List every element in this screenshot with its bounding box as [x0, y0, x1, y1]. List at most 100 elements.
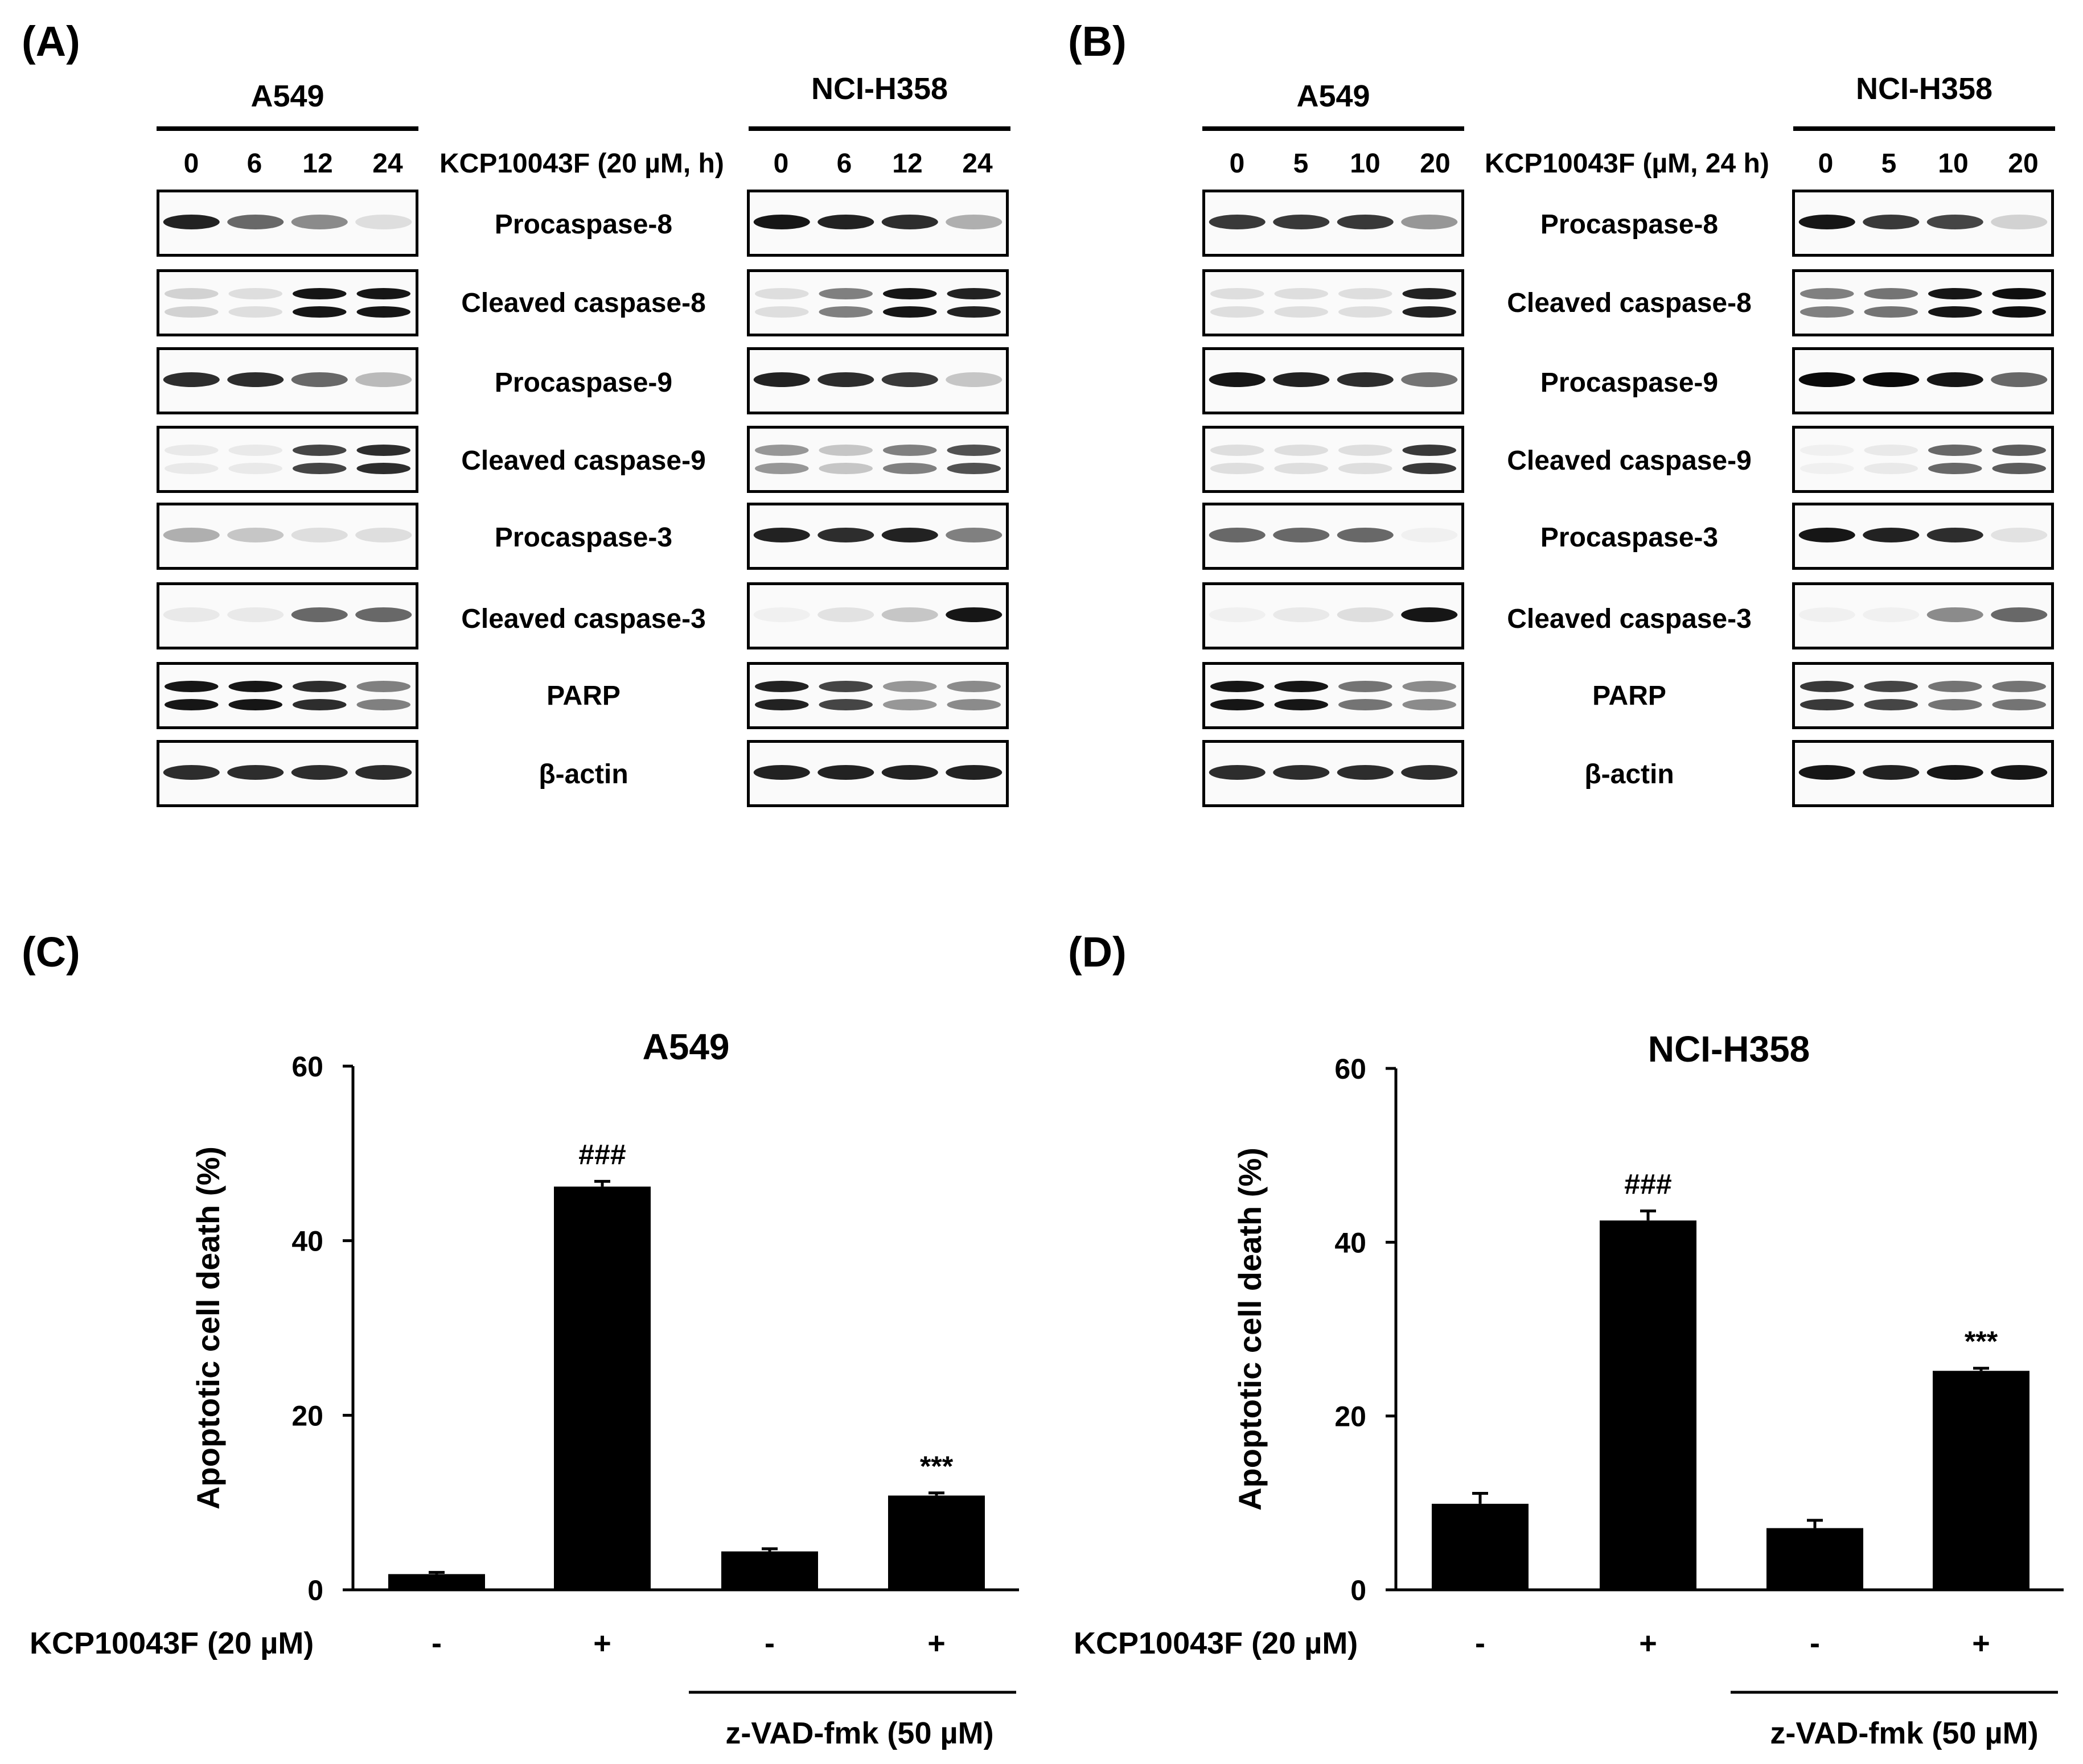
blot-band [1992, 306, 2046, 318]
dose-label: 10 [1350, 149, 1381, 179]
blot-band [1992, 463, 2046, 474]
blot-band [291, 215, 348, 229]
cell-line-a549-a: A549 [250, 79, 324, 113]
blot-band [1401, 528, 1458, 542]
blot-band [291, 607, 348, 622]
blot-a-right-row [747, 190, 1009, 257]
blot-band [163, 607, 220, 622]
blot-band [1273, 765, 1330, 780]
bar [388, 1574, 485, 1590]
dose-label: 5 [1881, 149, 1897, 179]
blot-b-right-row [1792, 582, 2054, 649]
chart-title: NCI-H358 [1648, 1029, 1810, 1070]
panel-label-a: (A) [22, 18, 80, 65]
blot-band [1798, 607, 1855, 622]
blot-band [1338, 445, 1392, 456]
blot-a-left-row [157, 347, 418, 414]
blot-band [293, 306, 347, 318]
protein-label: Procaspase-8 [494, 209, 673, 240]
blot-band [883, 699, 937, 710]
blot-band [819, 306, 873, 318]
blot-band [1274, 288, 1328, 299]
blot-band [946, 528, 1003, 542]
blot-a-left-row [157, 426, 418, 493]
blot-band [817, 215, 874, 229]
protein-label: Procaspase-3 [1540, 523, 1719, 553]
blot-band [1210, 306, 1264, 318]
blot-band [946, 372, 1003, 387]
blot-band [356, 681, 410, 692]
timepoint-label: 0 [183, 149, 199, 179]
blot-band [163, 372, 220, 387]
blot-b-right-row [1792, 740, 2054, 807]
blot-b-left-row [1202, 740, 1464, 807]
protein-label: PARP [1592, 681, 1666, 711]
blot-band [1210, 699, 1264, 710]
blot-band [228, 699, 282, 710]
protein-label: Procaspase-8 [1540, 209, 1719, 240]
blot-band [755, 463, 809, 474]
blot-band [165, 288, 219, 299]
treatment-sign: - [432, 1626, 442, 1660]
kcp-row-label: KCP10043F (20 µM) [1074, 1626, 1358, 1660]
protein-label: Cleaved caspase-9 [461, 446, 706, 476]
treatment-sign: + [1639, 1626, 1657, 1660]
blot-band [881, 765, 938, 780]
blot-band [946, 215, 1003, 229]
divider-line [749, 126, 1010, 131]
blot-band [1991, 215, 2048, 229]
blot-band [1863, 607, 1920, 622]
blot-band [165, 445, 219, 456]
blot-band [163, 528, 220, 542]
timepoint-label: 6 [836, 149, 852, 179]
blot-band [291, 372, 348, 387]
blot-band [1798, 528, 1855, 542]
blot-band [1864, 681, 1918, 692]
blot-band [356, 699, 410, 710]
protein-label: Cleaved caspase-3 [461, 604, 706, 634]
blot-band [1992, 445, 2046, 456]
treatment-sign: - [1810, 1626, 1820, 1660]
blot-band [227, 765, 284, 780]
blot-a-left-row [157, 190, 418, 257]
blot-band [293, 699, 347, 710]
blot-band [1864, 306, 1918, 318]
y-axis-label: Apoptotic cell death (%) [190, 1146, 226, 1510]
blot-b-right-row [1792, 269, 2054, 336]
blot-band [1209, 607, 1266, 622]
blot-a-right-row [747, 740, 1009, 807]
significance-label: *** [1965, 1326, 1998, 1358]
bar [1933, 1371, 2029, 1590]
blot-band [881, 372, 938, 387]
blot-band [817, 372, 874, 387]
blot-band [947, 306, 1001, 318]
blot-a-left-row [157, 582, 418, 649]
blot-band [1863, 528, 1920, 542]
blot-band [1401, 372, 1458, 387]
blot-band [1928, 288, 1982, 299]
blot-band [1338, 681, 1392, 692]
bar [888, 1495, 985, 1590]
blot-band [1800, 681, 1854, 692]
blot-band [947, 445, 1001, 456]
blot-band [1864, 699, 1918, 710]
y-tick-label: 20 [291, 1400, 323, 1432]
blot-band [1402, 306, 1456, 318]
blot-b-left-row [1202, 269, 1464, 336]
blot-band [753, 607, 810, 622]
blot-band [1209, 372, 1266, 387]
blot-band [355, 528, 412, 542]
treatment-sign: + [927, 1626, 946, 1660]
blot-band [1991, 528, 2048, 542]
blot-band [163, 765, 220, 780]
dose-label: 20 [2008, 149, 2039, 179]
dose-label: 10 [1938, 149, 1969, 179]
blot-band [1798, 372, 1855, 387]
protein-label: β-actin [1584, 759, 1674, 790]
blot-band [1800, 445, 1854, 456]
blot-band [1402, 463, 1456, 474]
blot-band [1337, 528, 1394, 542]
blot-band [228, 288, 282, 299]
blot-band [1209, 765, 1266, 780]
blot-band [227, 607, 284, 622]
